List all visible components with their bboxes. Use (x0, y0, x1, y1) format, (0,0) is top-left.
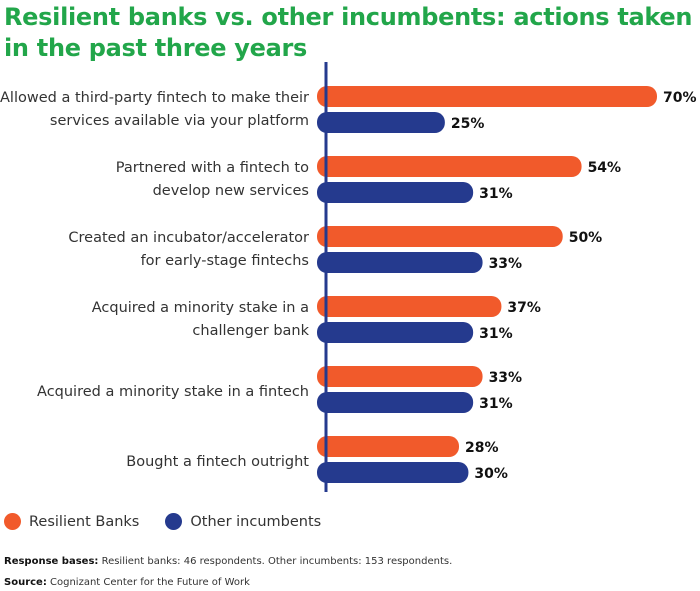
bar-other-incumbents (317, 182, 474, 203)
category-label-line: Bought a fintech outright (126, 454, 309, 470)
value-label-resilient-banks: 28% (465, 440, 499, 456)
value-label-resilient-banks: 33% (489, 370, 523, 386)
category-label-line: Acquired a minority stake in a fintech (37, 384, 309, 400)
bar-resilient-banks (317, 436, 459, 457)
legend-label-other: Other incumbents (190, 513, 322, 530)
category-label-line: Allowed a third-party fintech to make th… (0, 90, 309, 106)
bar-other-incumbents (317, 112, 445, 133)
value-label-other-incumbents: 30% (474, 466, 508, 482)
category-label-line: challenger bank (192, 323, 309, 339)
bar-resilient-banks (317, 226, 563, 247)
category-label-line: Created an incubator/accelerator (68, 230, 309, 246)
legend-swatch-resilient (4, 513, 21, 530)
bar-chart: Allowed a third-party fintech to make th… (0, 62, 697, 492)
category-label-line: Partnered with a fintech to (116, 160, 309, 176)
bar-resilient-banks (317, 156, 582, 177)
chart-title: Resilient banks vs. other incumbents: ac… (4, 3, 693, 62)
value-label-resilient-banks: 70% (663, 90, 697, 106)
value-label-other-incumbents: 31% (479, 326, 513, 342)
legend: Resilient Banks Other incumbents (4, 513, 347, 530)
bar-resilient-banks (317, 296, 502, 317)
category-label-line: services available via your platform (50, 113, 309, 129)
value-label-resilient-banks: 54% (588, 160, 622, 176)
response-bases-note: Response bases: Resilient banks: 46 resp… (4, 556, 452, 567)
category-label: Acquired a minority stake in a challenger… (92, 300, 310, 339)
legend-swatch-other (165, 513, 183, 530)
bar-other-incumbents (317, 252, 483, 273)
response-bases-label: Response bases: (4, 556, 99, 567)
value-label-resilient-banks: 37% (507, 300, 541, 316)
category-label-line: develop new services (153, 183, 309, 199)
category-label: Created an incubator/accelerator for earl… (68, 230, 309, 269)
source-label: Source: (4, 577, 47, 588)
bar-other-incumbents (317, 392, 474, 413)
category-label: Acquired a minority stake in a fintech (37, 384, 309, 400)
source-text: Cognizant Center for the Future of Work (46, 577, 250, 588)
category-label: Partnered with a fintech to develop new s… (116, 160, 309, 199)
source-note: Source: Cognizant Center for the Future … (4, 577, 250, 588)
category-label-line: for early-stage fintechs (141, 253, 309, 269)
response-bases-text: Resilient banks: 46 respondents. Other i… (98, 556, 453, 567)
category-label: Allowed a third-party fintech to make th… (0, 90, 309, 129)
value-label-other-incumbents: 33% (489, 256, 523, 272)
bar-other-incumbents (317, 322, 474, 343)
category-label: Bought a fintech outright (126, 454, 309, 470)
legend-item-other: Other incumbents (165, 513, 321, 530)
value-label-other-incumbents: 31% (479, 396, 513, 412)
legend-item-resilient: Resilient Banks (4, 513, 139, 530)
bar-resilient-banks (317, 366, 483, 387)
legend-label-resilient: Resilient Banks (29, 513, 140, 530)
bar-other-incumbents (317, 462, 469, 483)
value-label-other-incumbents: 31% (479, 186, 513, 202)
category-label-line: Acquired a minority stake in a (92, 300, 309, 316)
bar-resilient-banks (317, 86, 657, 107)
value-label-resilient-banks: 50% (569, 230, 603, 246)
value-label-other-incumbents: 25% (451, 116, 485, 132)
